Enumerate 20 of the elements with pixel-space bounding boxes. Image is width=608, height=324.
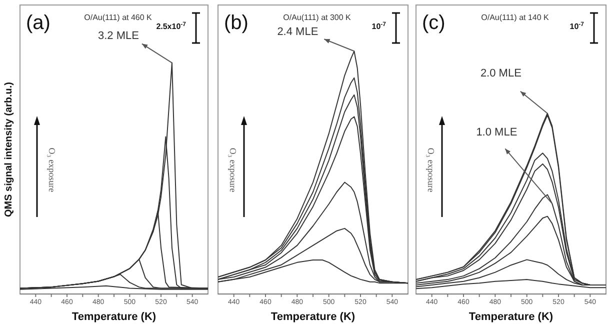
annotation: O₃ exposure — [228, 148, 238, 192]
chart-subtitle: O/Au(111) at 300 K — [283, 13, 352, 22]
annotation: 2.4 MLE — [277, 26, 318, 38]
x-axis-title: Temperature (K) — [468, 311, 554, 323]
x-axis-title: Temperature (K) — [270, 311, 356, 323]
annotation: O₃ exposure — [46, 148, 57, 192]
y-axis-title: QMS signal intensity (arb.u.) — [4, 82, 15, 218]
chart-title: (b) — [224, 12, 248, 34]
annotation: 2.0 MLE — [480, 67, 522, 80]
chart-title: (c) — [422, 12, 446, 34]
annotation: 3.2 MLE — [98, 30, 139, 42]
x-axis-title: Temperature (K) — [72, 311, 156, 323]
text: 2.5x10$^{-7}$ — [156, 21, 187, 31]
chart-subtitle: O/Au(111) at 140 K — [481, 13, 550, 22]
text: 10$^{-7}$ — [570, 21, 585, 31]
annotation: O₃ exposure — [426, 148, 436, 192]
chart-subtitle: O/Au(111) at 460 K — [84, 13, 153, 22]
chart-title: (a) — [26, 12, 50, 34]
annotation: 1.0 MLE — [476, 126, 518, 139]
text: 10$^{-7}$ — [372, 21, 387, 31]
